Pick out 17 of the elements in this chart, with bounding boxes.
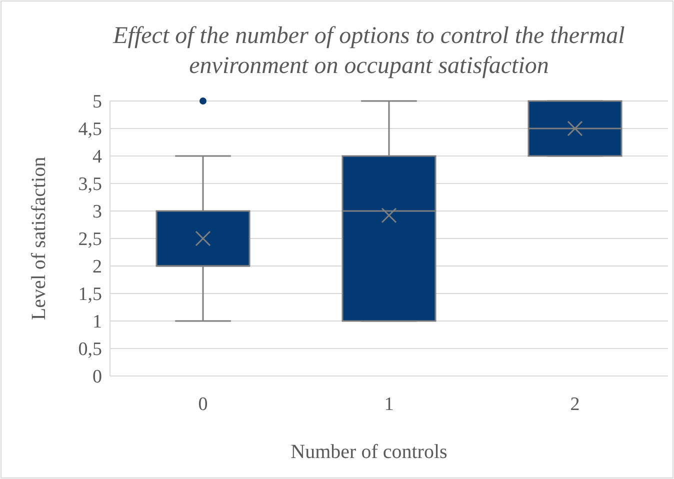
y-tick-label: 3,5 bbox=[78, 174, 102, 196]
x-tick-label: 0 bbox=[198, 394, 208, 415]
x-tick-label: 1 bbox=[384, 394, 394, 415]
y-tick-label: 3 bbox=[92, 202, 102, 223]
y-tick-label: 4,5 bbox=[78, 119, 102, 140]
x-axis-title: Number of controls bbox=[290, 441, 448, 463]
y-tick-label: 2,5 bbox=[78, 229, 102, 250]
y-tick-label: 0 bbox=[92, 366, 102, 388]
y-tick-label: 2 bbox=[92, 256, 102, 278]
y-tick-label: 1 bbox=[92, 312, 102, 333]
y-tick-label: 0,5 bbox=[78, 339, 102, 360]
chart-title: Effect of the number of options to control the thermal environment on occupant satisfaction bbox=[112, 23, 626, 79]
y-tick-label: 5 bbox=[92, 92, 102, 113]
y-tick-label: 1,5 bbox=[78, 284, 102, 306]
y-axis-title: Level of satisfaction bbox=[28, 156, 50, 320]
x-tick-label: 2 bbox=[570, 394, 580, 415]
y-tick-label: 4 bbox=[92, 146, 102, 168]
